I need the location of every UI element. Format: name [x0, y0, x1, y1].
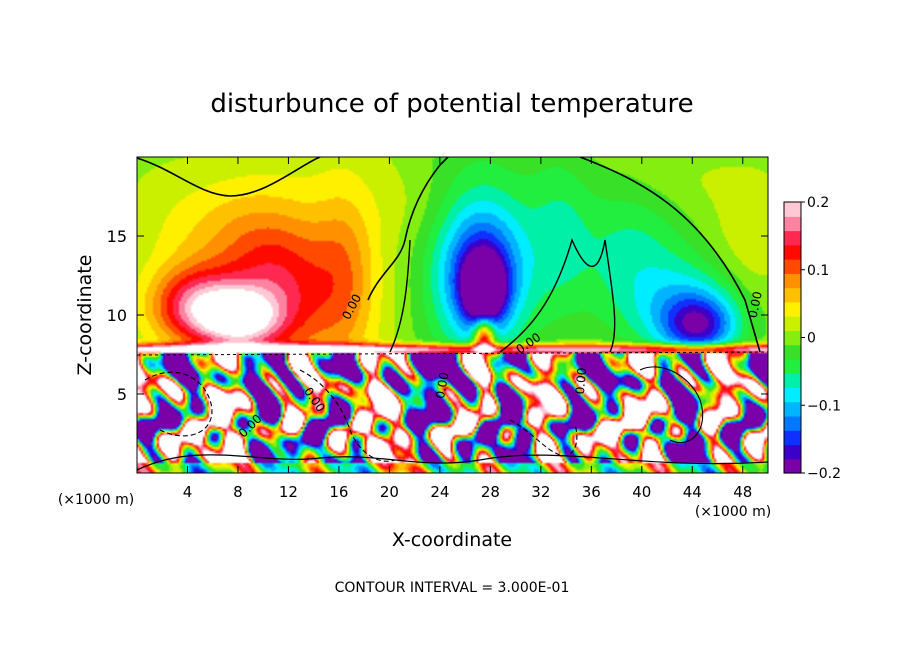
y-axis-ticks: 5 10 15	[107, 227, 768, 404]
contour-label: 0.00	[573, 367, 589, 395]
colorbar-tick-label: 0.2	[807, 195, 829, 211]
colorbar-swatch	[784, 202, 801, 217]
chart-title: disturbunce of potential temperature	[210, 89, 693, 119]
colorbar-swatch	[784, 330, 801, 346]
y-axis-label: Z-coordinate	[74, 255, 96, 376]
colorbar: 0.2 0.1 0 −0.1 −0.2	[783, 195, 841, 482]
x-tick-label: 32	[531, 483, 550, 501]
x-unit-right: (×1000 m)	[695, 504, 771, 520]
colorbar-swatch	[784, 373, 801, 389]
y-tick-label: 10	[107, 306, 127, 325]
x-axis-ticks: 4 8 12 16 20 24 28 32 36 40 44 48	[183, 157, 752, 501]
x-unit-left: (×1000 m)	[58, 492, 134, 508]
contour-pos-right	[639, 366, 704, 444]
x-tick-label: 4	[183, 483, 193, 501]
colorbar-tick-label: −0.2	[807, 466, 841, 482]
contour-zero-center-right	[499, 237, 616, 353]
x-tick-label: 24	[430, 483, 449, 501]
contour-zero-mid	[389, 239, 411, 353]
contour-interval-note: CONTOUR INTERVAL = 3.000E-01	[335, 580, 570, 596]
contour-zero-upper-mid	[367, 157, 449, 301]
x-tick-label: 40	[632, 483, 651, 501]
colorbar-swatch	[784, 301, 801, 317]
colorbar-swatch	[784, 358, 801, 374]
contour-label: 0.00	[746, 290, 765, 319]
x-tick-label: 28	[481, 483, 500, 501]
contour-lower-base	[137, 454, 768, 471]
y-tick-label: 5	[117, 385, 127, 404]
colorbar-swatch	[784, 259, 801, 274]
x-tick-label: 12	[279, 483, 298, 501]
colorbar-swatch	[784, 244, 801, 260]
colorbar-ticks: 0.2 0.1 0 −0.1 −0.2	[801, 195, 841, 482]
y-tick-label: 15	[107, 227, 127, 246]
colorbar-tick-label: −0.1	[807, 398, 841, 414]
x-tick-label: 48	[733, 483, 752, 501]
colorbar-swatch	[784, 387, 801, 403]
x-axis-label: X-coordinate	[392, 529, 512, 551]
x-tick-label: 44	[683, 483, 702, 501]
contour-neg-right	[509, 419, 578, 457]
x-tick-label: 8	[233, 483, 243, 501]
colorbar-swatch	[784, 287, 801, 303]
colorbar-swatch	[784, 344, 801, 360]
colorbar-swatch	[784, 230, 801, 246]
contour-lines	[137, 157, 768, 471]
plot-area: 0.00 0.000.000.00 0.000.000.00 4 8 12 16 20 24 2…	[107, 156, 769, 501]
colorbar-tick-label: 0.1	[807, 263, 829, 279]
colorbar-swatch	[784, 273, 801, 289]
colorbar-swatch	[784, 216, 801, 232]
x-tick-label: 16	[329, 483, 348, 501]
colorbar-swatch	[784, 444, 801, 460]
colorbar-swatch	[784, 316, 801, 331]
colorbar-swatch	[784, 458, 801, 474]
colorbar-swatches	[784, 202, 801, 474]
contour-zero-upper-left	[137, 157, 321, 197]
contour-neg-left	[144, 371, 213, 437]
contour-zero-upper-right	[579, 157, 761, 353]
heatmap-field	[137, 157, 768, 473]
x-tick-label: 20	[380, 483, 399, 501]
colorbar-swatch	[784, 430, 801, 446]
contour-neg-mid	[299, 369, 396, 462]
colorbar-swatch	[784, 415, 801, 431]
contour-label: 0.00	[433, 371, 451, 400]
colorbar-swatch	[784, 401, 801, 417]
colorbar-tick-label: 0	[807, 331, 816, 347]
x-tick-label: 36	[582, 483, 601, 501]
